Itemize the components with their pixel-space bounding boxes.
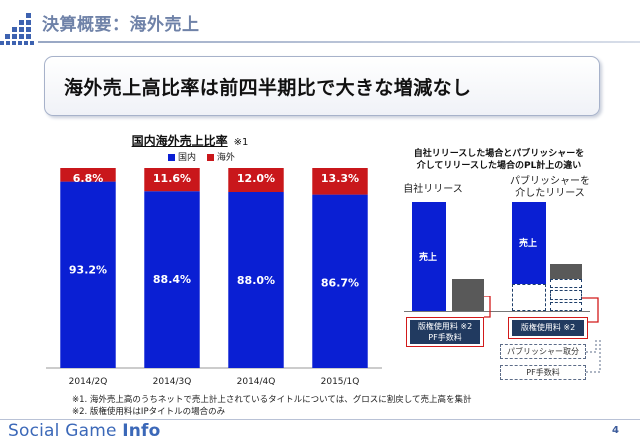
- headline-text: 海外売上高比率は前四半期比で大きな増減なし: [64, 77, 472, 99]
- publisher-release-cost-bar: [550, 264, 582, 279]
- footnote-1: ※1. 海外売上高のうちネットで売上計上されているタイトルについては、グロスに割…: [72, 395, 472, 405]
- chart-title-note: ※1: [233, 137, 249, 148]
- bar-overseas-2014/4Q: [228, 168, 284, 192]
- publisher-release-label-line-1: パブリッシャーを: [510, 176, 590, 187]
- publisher-release-connector: [582, 297, 599, 323]
- legend-label-overseas: 海外: [216, 153, 235, 163]
- self-release-cost-bar: [452, 279, 484, 311]
- data-label-overseas-2014/2Q: 6.8%: [73, 172, 104, 185]
- dashed-connectors: [586, 338, 601, 373]
- x-tick-label-2014/3Q: 2014/3Q: [153, 377, 192, 387]
- self-release-cost-line-1: 版権使用料 ※2: [417, 322, 473, 331]
- page-number: 4: [612, 425, 619, 436]
- self-release-cost-line-2: PF手数料: [428, 333, 462, 342]
- data-label-domestic-2014/4Q: 88.0%: [237, 274, 275, 287]
- data-label-overseas-2015/1Q: 13.3%: [321, 172, 359, 185]
- footer-logo-bold: Info: [122, 421, 161, 441]
- data-label-overseas-2014/4Q: 12.0%: [237, 172, 275, 185]
- stacked-bar-chart: 93.2% 6.8% 2014/2Q 88.4% 11.6% 2014/3Q 88.0% 12…: [46, 168, 382, 387]
- publisher-release-label-line-2: 介したリリース: [515, 188, 585, 199]
- header-dots-decoration: [0, 13, 34, 45]
- bar-overseas-2014/3Q: [144, 168, 200, 192]
- legend-swatch-overseas: [206, 154, 214, 161]
- legend-label-domestic: 国内: [178, 153, 197, 163]
- page-title: 決算概要：海外売上: [42, 15, 200, 35]
- legend-swatch-domestic: [168, 154, 175, 161]
- publisher-release-label: パブリッシャーを 介したリリース: [500, 176, 600, 200]
- chart-title: 国内海外売上比率 ※1: [0, 132, 380, 149]
- diagram-title: 自社リリースした場合とパブリッシャーを 介してリリースした場合のPL計上の違い: [394, 148, 604, 172]
- x-tick-label-2014/4Q: 2014/4Q: [237, 377, 276, 387]
- footnote-2: ※2. 版権使用料はIPタイトルの場合のみ: [72, 407, 226, 417]
- footer-logo-regular: Social Game: [8, 421, 123, 441]
- pf-fee-box: PF手数料: [500, 365, 586, 380]
- diagram-baseline: [404, 311, 590, 312]
- legend-item-overseas: 海外: [206, 153, 235, 163]
- publisher-release-dashed-cost-1: [550, 279, 582, 288]
- publisher-release-sales-bar: [512, 202, 546, 284]
- data-label-overseas-2014/3Q: 11.6%: [153, 172, 191, 185]
- headline-box: [44, 56, 600, 116]
- self-release-sales-bar: [412, 202, 446, 311]
- bar-domestic-2014/4Q: [228, 192, 284, 368]
- header-rule: [38, 41, 640, 43]
- bar-domestic-2015/1Q: [312, 194, 368, 368]
- chart-legend: 国内 海外: [168, 150, 243, 163]
- data-label-domestic-2014/3Q: 88.4%: [153, 273, 191, 286]
- self-release-cost-label: 版権使用料 ※2 PF手数料: [410, 320, 480, 344]
- bar-domestic-2014/2Q: [60, 181, 116, 368]
- publisher-release-sales-label: 売上: [519, 239, 538, 249]
- self-release-label: 自社リリース: [403, 184, 463, 195]
- footer-rule: [0, 419, 640, 420]
- chart-title-text: 国内海外売上比率: [131, 134, 228, 148]
- bar-overseas-2015/1Q: [312, 168, 368, 195]
- footer-logo: Social Game Info: [8, 421, 161, 441]
- bar-overseas-2014/2Q: [60, 168, 116, 182]
- x-tick-label-2015/1Q: 2015/1Q: [321, 377, 360, 387]
- publisher-release-dashed-sales: [512, 284, 546, 311]
- x-tick-label-2014/2Q: 2014/2Q: [69, 377, 108, 387]
- legend-item-domestic: 国内: [168, 153, 196, 163]
- diagram-title-line-1: 自社リリースした場合とパブリッシャーを: [413, 149, 585, 159]
- self-release-connector: [484, 296, 491, 318]
- data-label-domestic-2015/1Q: 86.7%: [321, 277, 359, 290]
- diagram-title-line-2: 介してリリースした場合のPL計上の違い: [416, 161, 582, 171]
- bar-domestic-2014/3Q: [144, 191, 200, 368]
- diagram-connectors: [484, 296, 599, 323]
- self-release-sales-label: 売上: [419, 253, 438, 263]
- publisher-share-box: パブリッシャー取分: [500, 344, 586, 359]
- publisher-release-dashed-cost-2: [550, 290, 582, 300]
- publisher-release-cost-label: 版権使用料 ※2: [512, 320, 584, 336]
- data-label-domestic-2014/2Q: 93.2%: [69, 264, 107, 277]
- publisher-release-dashed-cost-3: [550, 302, 582, 311]
